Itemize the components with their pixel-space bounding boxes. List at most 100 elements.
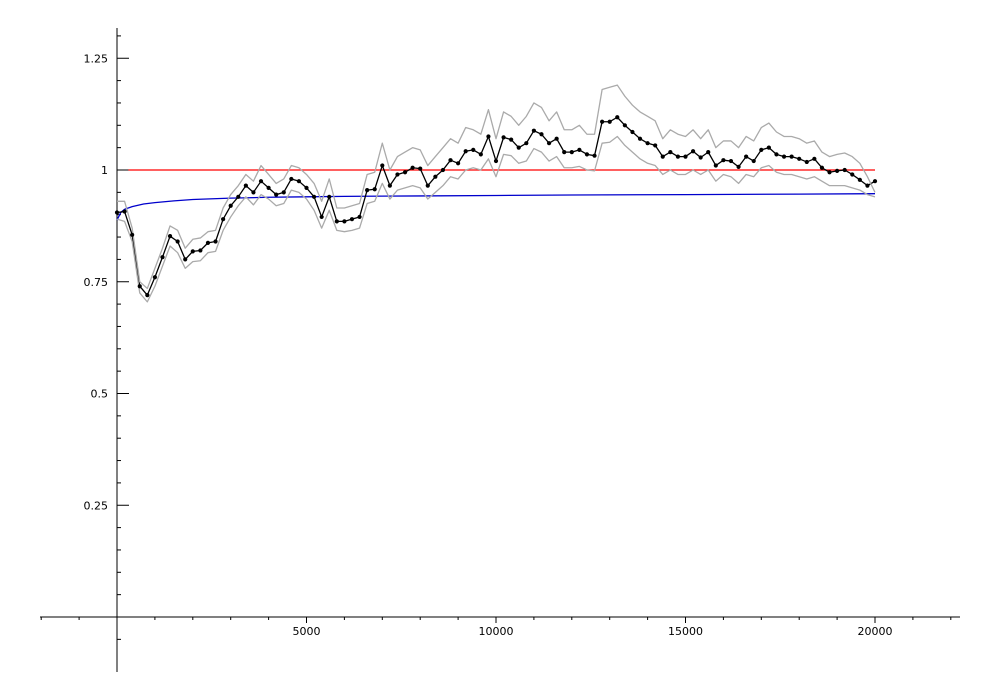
data-point [615,115,620,120]
data-point [865,183,870,188]
data-point [175,239,180,244]
data-point [266,185,271,190]
data-point [607,119,612,124]
data-point [304,185,309,190]
data-point [342,219,347,224]
series-line-lower-bound [116,135,876,303]
data-point [387,183,392,188]
data-point [425,183,430,188]
data-point [478,152,483,157]
data-point [463,149,468,154]
data-point [668,150,673,155]
data-point [827,170,832,175]
data-point [440,167,446,173]
data-point [402,170,408,175]
data-point [630,129,635,135]
data-point [160,255,165,260]
axes: 5000 10000 15000 20000 0.25 0.5 0.75 1 1.25 [40,28,960,672]
data-point [584,152,590,157]
y-tick-label: 1.25 [84,52,109,65]
data-point [622,123,627,128]
data-point [433,174,438,179]
y-tick-label: 0.5 [91,388,109,401]
data-point [546,141,552,146]
data-point [395,172,400,177]
data-point [471,147,476,152]
data-point [690,149,696,154]
data-point [781,154,787,159]
data-point [645,141,650,146]
data-point [766,145,771,150]
data-point [137,284,142,289]
data-point [637,136,643,141]
series-line-upper-bound [117,84,876,290]
data-point [554,136,559,141]
data-point [850,172,855,177]
data-point [744,154,749,159]
data-point [145,293,150,298]
data-point [835,168,840,173]
marker-layer [114,115,878,298]
data-point [804,159,809,165]
data-point [516,145,521,150]
data-point [486,134,491,139]
data-point [789,154,794,159]
x-tick-label: 5000 [293,625,321,638]
data-point [228,203,233,208]
data-point [592,153,597,158]
data-point [183,257,188,262]
data-point [289,176,294,182]
x-tick-label: 10000 [479,625,514,638]
data-point [380,163,385,168]
series-layer [116,84,876,303]
data-point [721,158,726,163]
data-point [562,150,567,155]
data-point [509,137,514,142]
data-point [857,177,862,182]
data-point [600,119,605,124]
data-point [236,194,241,199]
data-point [531,128,537,133]
x-tick-label: 15000 [668,625,703,638]
data-point [365,188,370,193]
data-point [130,232,135,237]
data-point [251,190,256,195]
data-point [713,163,718,168]
data-point [334,219,339,224]
data-point [872,179,878,184]
data-point [122,209,127,214]
data-point [698,155,703,160]
data-point [281,190,286,195]
data-point [706,150,711,155]
data-point [493,158,499,164]
data-point [819,165,825,170]
data-point [213,239,218,244]
data-point [418,166,423,171]
data-point [167,234,173,239]
data-point [751,158,756,164]
x-tick-label: 20000 [858,625,893,638]
data-point [736,164,741,169]
data-point [311,194,317,199]
data-point [258,179,264,184]
data-point [349,217,355,222]
data-point [114,210,120,215]
data-point [372,187,377,192]
data-point [842,167,847,173]
data-point [319,214,324,220]
data-point [577,147,582,152]
data-point [190,249,195,254]
data-point [456,161,461,166]
data-point [797,156,802,161]
y-tick-label: 1 [101,164,108,177]
data-point [524,141,529,146]
data-point [812,156,817,161]
y-tick-label: 0.75 [84,276,109,289]
data-point [198,248,203,253]
data-point [501,135,506,140]
data-point [296,179,302,184]
data-point [274,192,279,197]
data-point [205,240,211,245]
data-point [327,194,332,199]
